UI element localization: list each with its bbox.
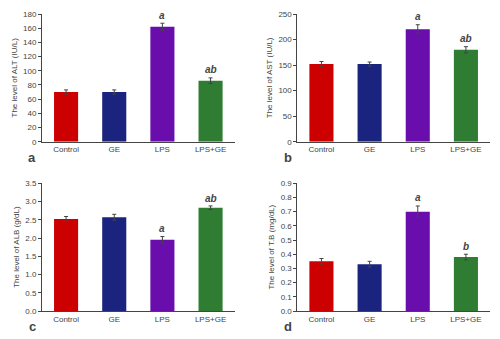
svg-text:0.8: 0.8 — [281, 193, 293, 202]
svg-text:250: 250 — [278, 10, 292, 19]
svg-text:GE: GE — [364, 145, 376, 154]
svg-text:0.7: 0.7 — [281, 207, 293, 216]
svg-text:The level of AST (IU/L): The level of AST (IU/L) — [265, 37, 274, 118]
svg-text:1.0: 1.0 — [25, 270, 37, 279]
svg-text:ab: ab — [460, 33, 472, 44]
svg-text:d: d — [284, 319, 292, 334]
svg-text:Control: Control — [309, 315, 335, 324]
svg-text:100: 100 — [278, 86, 292, 95]
svg-text:120: 120 — [23, 52, 37, 61]
svg-text:0.0: 0.0 — [25, 307, 37, 316]
svg-text:a: a — [415, 11, 421, 22]
svg-text:100: 100 — [23, 67, 37, 76]
svg-text:a: a — [415, 192, 421, 203]
svg-text:GE: GE — [108, 315, 120, 324]
svg-text:LPS+GE: LPS+GE — [195, 145, 226, 154]
svg-text:0.3: 0.3 — [281, 264, 293, 273]
svg-text:160: 160 — [23, 24, 37, 33]
svg-text:c: c — [29, 319, 36, 334]
svg-text:50: 50 — [283, 112, 292, 121]
svg-text:0.2: 0.2 — [281, 278, 293, 287]
svg-text:140: 140 — [23, 38, 37, 47]
svg-text:b: b — [284, 150, 292, 165]
svg-text:Control: Control — [53, 145, 79, 154]
svg-text:0.0: 0.0 — [281, 307, 293, 316]
svg-text:GE: GE — [364, 315, 376, 324]
svg-text:0.5: 0.5 — [281, 236, 293, 245]
svg-text:LPS: LPS — [155, 145, 170, 154]
svg-text:40: 40 — [27, 109, 36, 118]
svg-text:a: a — [28, 150, 36, 165]
svg-text:2.5: 2.5 — [25, 216, 37, 225]
svg-text:200: 200 — [278, 35, 292, 44]
svg-text:0.4: 0.4 — [281, 250, 293, 259]
svg-text:150: 150 — [278, 61, 292, 70]
svg-text:ab: ab — [205, 193, 217, 204]
svg-text:80: 80 — [27, 81, 36, 90]
svg-text:3.5: 3.5 — [25, 179, 37, 188]
svg-text:0.6: 0.6 — [281, 222, 293, 231]
svg-text:Control: Control — [309, 145, 335, 154]
svg-text:LPS+GE: LPS+GE — [195, 315, 226, 324]
svg-text:0: 0 — [287, 138, 292, 147]
svg-text:1.5: 1.5 — [25, 252, 37, 261]
svg-text:LPS+GE: LPS+GE — [450, 315, 481, 324]
svg-text:GE: GE — [108, 145, 120, 154]
svg-text:b: b — [463, 241, 469, 252]
svg-text:LPS+GE: LPS+GE — [450, 145, 481, 154]
svg-text:0.1: 0.1 — [281, 293, 293, 302]
svg-text:a: a — [159, 223, 165, 234]
svg-text:20: 20 — [27, 123, 36, 132]
svg-text:LPS: LPS — [410, 145, 425, 154]
svg-text:ab: ab — [205, 64, 217, 75]
svg-text:Control: Control — [53, 315, 79, 324]
svg-text:3.0: 3.0 — [25, 197, 37, 206]
svg-text:The level of ALT (IU/L): The level of ALT (IU/L) — [10, 38, 19, 118]
svg-text:60: 60 — [27, 95, 36, 104]
svg-text:a: a — [159, 10, 165, 21]
svg-text:LPS: LPS — [155, 315, 170, 324]
svg-text:The level of ALB (g/dL): The level of ALB (g/dL) — [12, 206, 21, 288]
svg-text:2.0: 2.0 — [25, 234, 37, 243]
svg-text:0: 0 — [32, 138, 37, 147]
svg-text:The level of T.B (mg/dL): The level of T.B (mg/dL) — [267, 204, 276, 289]
svg-text:LPS: LPS — [410, 315, 425, 324]
svg-text:0.5: 0.5 — [25, 289, 37, 298]
svg-text:0.9: 0.9 — [281, 179, 293, 188]
svg-text:180: 180 — [23, 10, 37, 19]
